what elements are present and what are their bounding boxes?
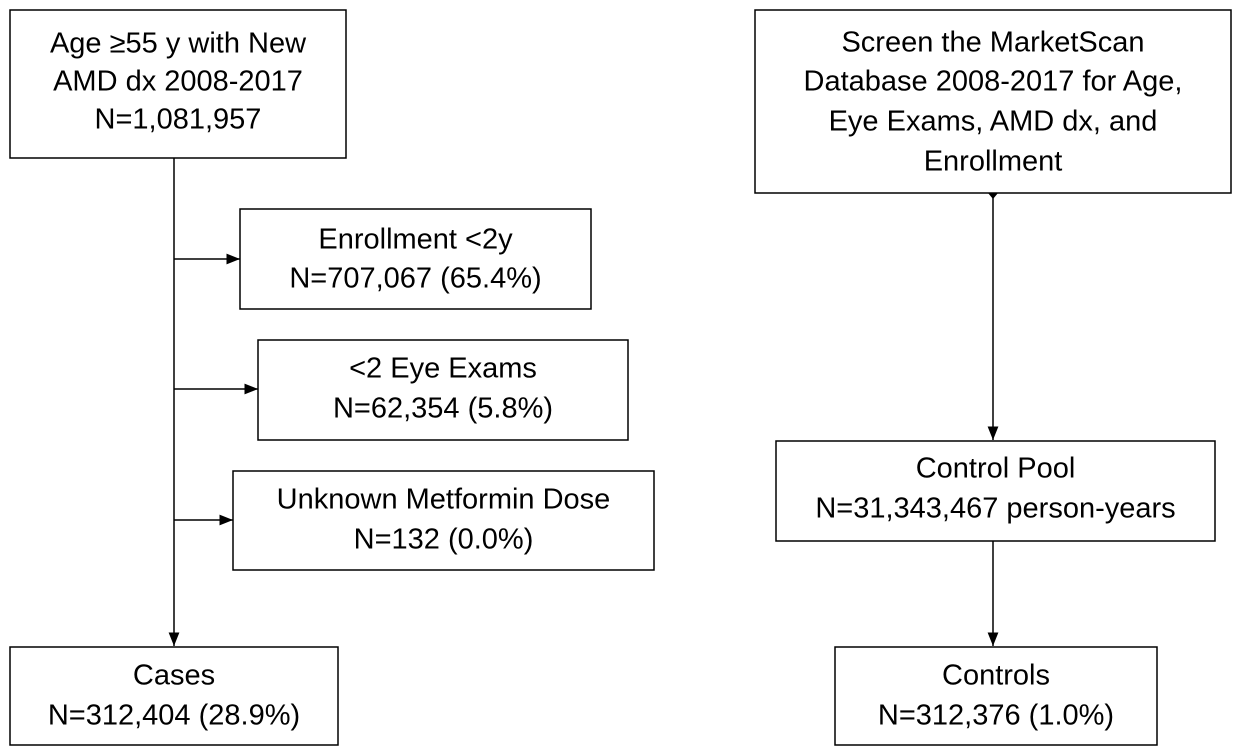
box-text: N=312,404 (28.9%) xyxy=(48,700,300,732)
box-text: Screen the MarketScan xyxy=(841,27,1144,59)
box-text: N=62,354 (5.8%) xyxy=(333,393,553,425)
box-text: Enrollment xyxy=(924,146,1063,178)
box-text: N=312,376 (1.0%) xyxy=(878,700,1114,732)
box xyxy=(9,9,347,159)
box-text: Controls xyxy=(942,660,1050,692)
box xyxy=(834,646,1158,746)
boxes: Age ≥55 y with New AMD dx 2008-2017 N=1,08… xyxy=(9,9,1232,746)
box-text: N=31,343,467 person-years xyxy=(815,493,1175,525)
box-text: Unknown Metformin Dose xyxy=(277,484,611,516)
box-text: Database 2008-2017 for Age, xyxy=(804,66,1183,98)
box-text: Enrollment <2y xyxy=(318,224,513,256)
box-text: <2 Eye Exams xyxy=(349,353,537,385)
box-text: N=1,081,957 xyxy=(95,104,262,136)
box xyxy=(754,9,1232,194)
box-text: N=707,067 (65.4%) xyxy=(289,263,541,295)
box xyxy=(775,440,1216,542)
box xyxy=(9,646,339,746)
box-text: AMD dx 2008-2017 xyxy=(53,66,303,98)
box xyxy=(239,208,592,310)
box-text: Eye Exams, AMD dx, and xyxy=(829,106,1158,138)
box-text: Control Pool xyxy=(916,453,1076,485)
box-text: N=132 (0.0%) xyxy=(354,524,534,556)
box xyxy=(257,339,629,441)
box-text: Cases xyxy=(133,660,215,692)
box-text: Age ≥55 y with New xyxy=(50,28,307,60)
box xyxy=(232,470,655,571)
